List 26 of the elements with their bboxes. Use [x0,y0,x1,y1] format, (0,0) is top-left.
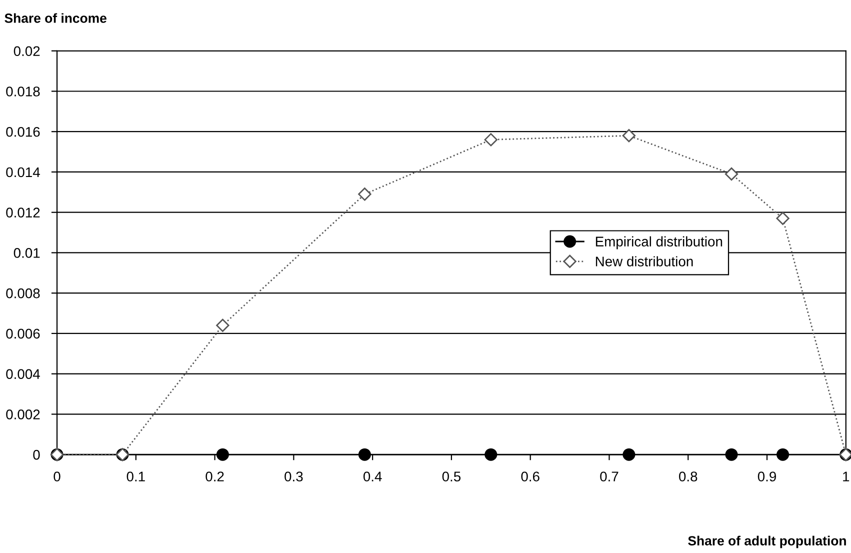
x-tick-label: 0.6 [521,472,540,482]
y-tick-label: 0 [33,450,40,460]
y-tick-label: 0.008 [6,288,40,298]
x-tick-label: 0.8 [679,472,698,482]
x-tick-label: 0 [54,472,60,482]
legend-label: Empirical distribution [596,236,722,250]
y-tick-label: 0.01 [14,248,40,258]
legend-label: New distribution [596,256,693,266]
x-tick-label: 1 [843,472,850,482]
x-tick-label: 0.2 [206,472,224,482]
y-axis-title: Share of income [4,13,106,23]
y-tick-label: 0.016 [6,126,40,137]
y-tick-label: 0.002 [6,410,40,420]
x-tick-label: 0.5 [442,472,461,482]
y-tick-label: 0.02 [14,46,40,56]
y-tick-label: 0.014 [6,167,40,178]
x-tick-label: 0.7 [600,472,618,482]
x-tick-label: 0.3 [284,472,303,482]
x-axis-title: Share of adult population [688,536,846,548]
x-tick-label: 0.9 [758,472,776,482]
x-tick-label: 0.4 [363,472,382,482]
y-tick-label: 0.006 [6,328,40,339]
y-tick-label: 0.004 [6,369,40,379]
y-tick-label: 0.012 [6,208,40,218]
y-tick-label: 0.018 [6,86,40,96]
x-tick-label: 0.1 [126,472,145,482]
